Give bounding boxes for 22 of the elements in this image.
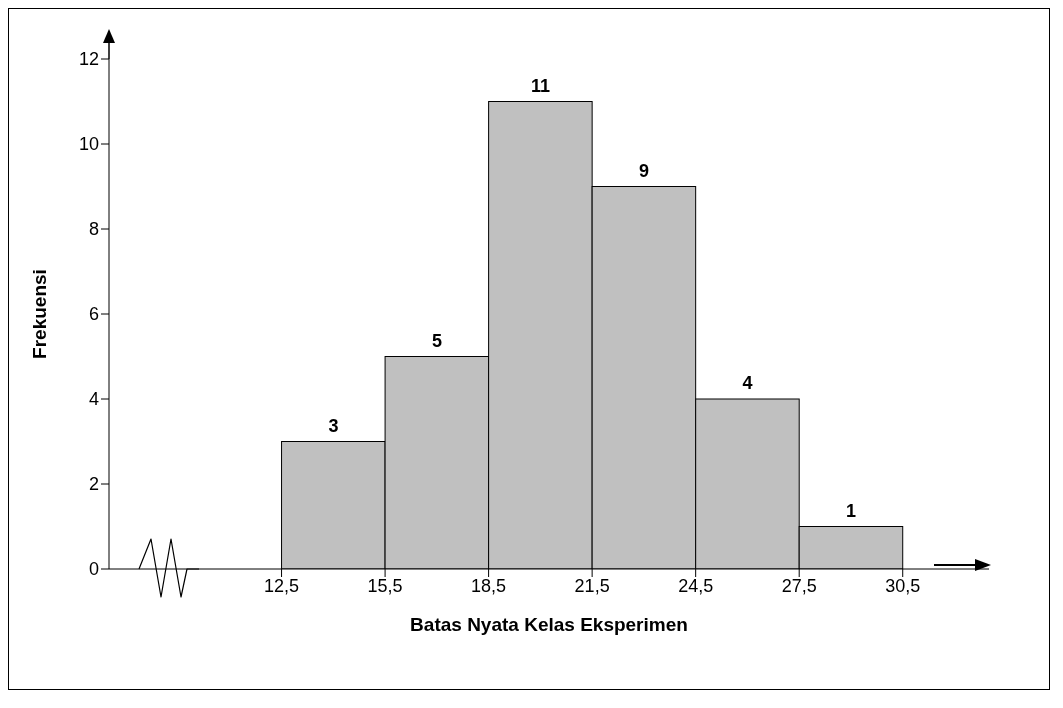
x-tick-label: 15,5 <box>367 575 403 596</box>
y-tick-label: 6 <box>88 304 99 325</box>
data-label: 9 <box>638 160 649 181</box>
x-tick-label: 12,5 <box>264 575 300 596</box>
data-label: 1 <box>846 500 857 521</box>
data-label: 11 <box>530 75 550 96</box>
data-label: 3 <box>328 415 339 436</box>
x-tick-label: 21,5 <box>574 575 610 596</box>
data-label: 4 <box>742 373 753 393</box>
y-tick-label: 8 <box>88 219 99 240</box>
x-axis-title: Batas Nyata Kelas Eksperimen <box>410 614 688 635</box>
x-tick-label: 18,5 <box>471 575 507 596</box>
x-tick-label: 24,5 <box>678 575 714 596</box>
x-tick-label: 27,5 <box>781 575 817 596</box>
y-tick-label: 2 <box>88 474 99 495</box>
y-tick-label: 12 <box>78 49 99 70</box>
data-label: 5 <box>431 330 442 351</box>
y-tick-label: 0 <box>88 559 99 580</box>
y-tick-label: 10 <box>78 134 99 155</box>
x-tick-label: 30,5 <box>885 575 921 596</box>
y-axis-title: Frekuensi <box>28 269 50 359</box>
y-tick-label: 4 <box>88 389 99 410</box>
